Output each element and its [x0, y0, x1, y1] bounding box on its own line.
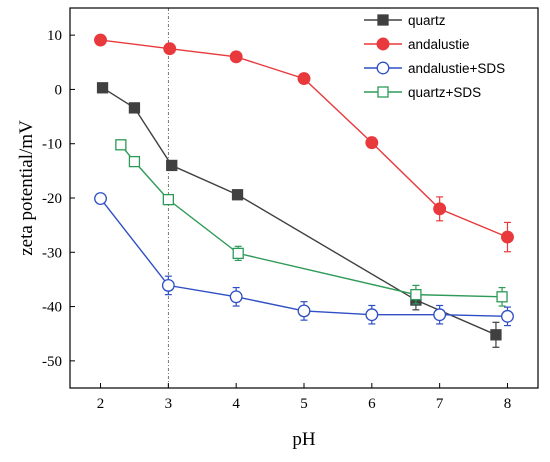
- x-tick-label: 8: [504, 396, 512, 412]
- y-tick-label: -10: [42, 137, 62, 153]
- x-tick-label: 3: [165, 396, 173, 412]
- data-point: [162, 193, 174, 206]
- data-point: [96, 82, 109, 94]
- legend: quartz andalustie andalustie+SDS quartz+SDS: [364, 13, 505, 100]
- legend-label: andalustie: [408, 37, 470, 52]
- data-point: [232, 247, 244, 260]
- data-point: [433, 202, 447, 216]
- data-point: [297, 304, 311, 318]
- x-tick-label: 7: [436, 396, 444, 412]
- data-point: [501, 309, 514, 323]
- data-point: [365, 308, 379, 322]
- data-point: [365, 136, 379, 150]
- series-layer: [94, 33, 514, 348]
- axis-ticks: 2 3 4 5 6 7 8 10 0 -10 -20 -30 -40 -50: [42, 28, 511, 412]
- data-point: [94, 33, 107, 47]
- legend-entry-quartz: quartz: [364, 13, 446, 28]
- data-point: [128, 155, 141, 168]
- series-quartz-sds: [115, 139, 508, 307]
- x-tick-label: 4: [232, 396, 240, 412]
- series-andalustie-sds: [94, 192, 514, 327]
- y-tick-label: -50: [42, 354, 62, 370]
- data-point: [490, 329, 502, 341]
- y-tick-label: 10: [47, 28, 62, 44]
- x-tick-label: 6: [368, 396, 376, 412]
- legend-entry-quartz-sds: quartz+SDS: [364, 85, 481, 100]
- data-point: [94, 192, 107, 205]
- legend-label: quartz+SDS: [408, 85, 481, 100]
- data-point: [166, 159, 178, 172]
- legend-entry-andalustie-sds: andalustie+SDS: [364, 61, 505, 76]
- y-tick-label: 0: [55, 82, 63, 98]
- legend-marker: [376, 61, 390, 75]
- data-point: [163, 42, 177, 56]
- data-point: [115, 139, 127, 151]
- legend-label: andalustie+SDS: [408, 61, 505, 76]
- x-tick-label: 2: [97, 396, 105, 412]
- y-tick-label: -30: [42, 245, 62, 261]
- y-tick-label: -40: [42, 300, 62, 316]
- data-point: [297, 72, 311, 86]
- legend-label: quartz: [408, 13, 446, 28]
- y-axis-title: zeta potential/mV: [16, 120, 37, 256]
- legend-marker: [376, 37, 390, 51]
- data-point: [410, 288, 422, 301]
- legend-marker: [377, 14, 389, 26]
- plot-area: [94, 8, 514, 388]
- x-tick-label: 5: [300, 396, 308, 412]
- data-point: [161, 278, 175, 292]
- data-point: [231, 189, 244, 201]
- legend-marker: [377, 86, 389, 98]
- y-tick-label: -20: [42, 191, 62, 207]
- legend-entry-andalustie: andalustie: [364, 37, 470, 52]
- data-point: [229, 50, 243, 64]
- series-andalustie: [94, 33, 514, 253]
- data-point: [496, 291, 508, 303]
- data-point: [229, 290, 243, 304]
- data-point: [128, 102, 141, 114]
- data-point: [433, 308, 447, 322]
- x-axis-title: pH: [292, 429, 316, 450]
- data-point: [501, 230, 514, 244]
